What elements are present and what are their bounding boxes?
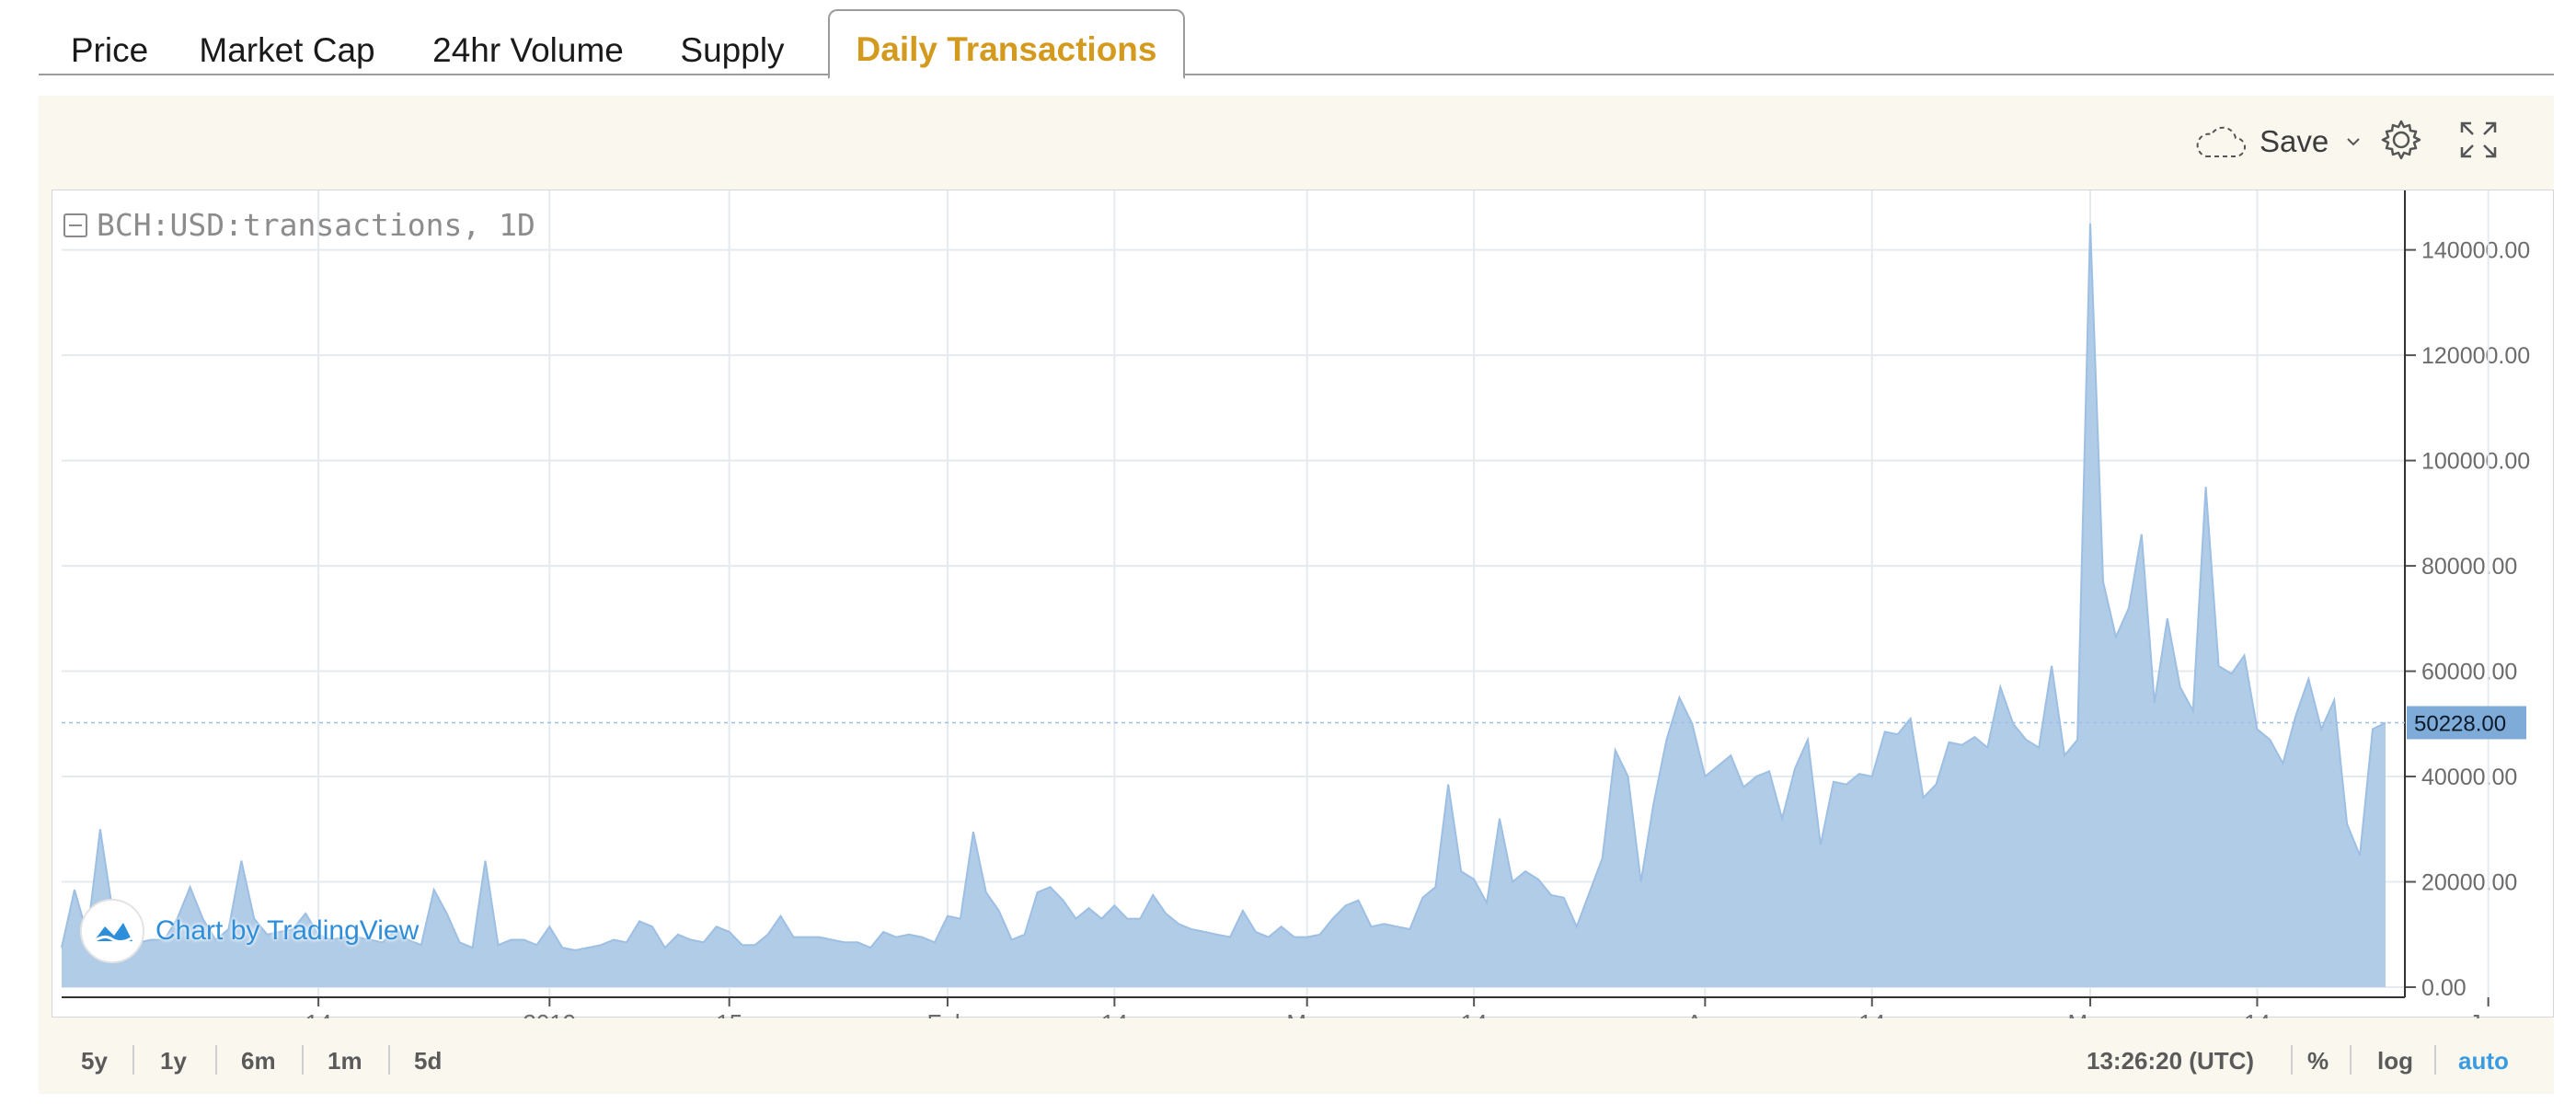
x-tick-label: Feb: [927, 1009, 969, 1018]
chart-footer: 5y 1y 6m 1m 5d 13:26:20 (UTC) % log auto: [39, 1036, 2554, 1087]
transactions-area: [62, 224, 2386, 987]
x-tick-label: May: [2067, 1009, 2112, 1018]
cloud-icon: [2196, 126, 2246, 157]
x-tick-label: Jun: [2469, 1009, 2508, 1018]
x-tick-label: 2019: [523, 1009, 576, 1018]
footer-separator: [2434, 1045, 2436, 1075]
range-5y-button[interactable]: 5y: [81, 1047, 108, 1075]
tab-supply[interactable]: Supply: [680, 31, 785, 69]
auto-toggle[interactable]: auto: [2458, 1047, 2509, 1075]
range-1m-button[interactable]: 1m: [328, 1047, 362, 1075]
x-tick-label: Apr: [1686, 1009, 1724, 1018]
gear-icon[interactable]: [2375, 114, 2427, 166]
tradingview-watermark[interactable]: Chart by TradingView: [80, 899, 419, 963]
x-tick-label: 14: [1858, 1009, 1885, 1018]
chart-svg: 0.00 20000.00 40000.00 60000.00 80000.00 1000…: [61, 190, 2530, 1018]
y-tick-label: 60000.00: [2421, 660, 2517, 685]
y-tick-label: 40000.00: [2421, 765, 2517, 790]
range-separator: [132, 1045, 134, 1075]
x-tick-label: 15: [716, 1009, 742, 1018]
footer-separator: [2291, 1045, 2293, 1075]
range-separator: [302, 1045, 304, 1075]
tab-daily-transactions[interactable]: Daily Transactions: [828, 9, 1185, 79]
range-5d-button[interactable]: 5d: [414, 1047, 443, 1075]
x-tick-label: 14: [1101, 1009, 1128, 1018]
range-6m-button[interactable]: 6m: [241, 1047, 276, 1075]
series-legend: BCH:USD:transactions, 1D: [63, 207, 535, 243]
range-separator: [388, 1045, 390, 1075]
footer-separator: [2350, 1045, 2352, 1075]
chart-panel: Save 0.00 20000.00 40000.00 60000.00 80000.0…: [39, 96, 2554, 1094]
tab-bar-divider: [39, 74, 2554, 75]
y-tick-label: 0.00: [2421, 975, 2467, 1001]
chart-toolbar: Save: [39, 96, 2554, 184]
x-tick-label: 14: [1461, 1009, 1488, 1018]
chart-area[interactable]: 0.00 20000.00 40000.00 60000.00 80000.00 1000…: [52, 190, 2554, 1018]
utc-time[interactable]: 13:26:20 (UTC): [2087, 1047, 2255, 1075]
transactions-line: [61, 223, 2386, 951]
watermark-text: Chart by TradingView: [155, 915, 420, 946]
range-separator: [215, 1045, 217, 1075]
save-button[interactable]: Save: [2193, 116, 2367, 167]
y-tick-label: 20000.00: [2421, 870, 2517, 896]
y-tick-label: 80000.00: [2421, 554, 2517, 580]
series-label: BCH:USD:transactions, 1D: [97, 207, 535, 243]
y-tick-label: 100000.00: [2421, 449, 2530, 475]
chevron-down-icon[interactable]: [2340, 128, 2367, 155]
tab-price[interactable]: Price: [70, 31, 149, 69]
fullscreen-icon[interactable]: [2453, 114, 2504, 166]
y-tick-label: 120000.00: [2421, 343, 2530, 369]
last-value-badge: [2407, 706, 2526, 740]
tab-24hr-volume[interactable]: 24hr Volume: [432, 31, 624, 69]
log-toggle[interactable]: log: [2377, 1047, 2413, 1075]
last-value-label: 50228.00: [2414, 711, 2506, 736]
y-tick-label: 140000.00: [2421, 238, 2530, 264]
save-label: Save: [2260, 124, 2329, 158]
tab-bar: Price Market Cap 24hr Volume Supply Dail…: [39, 7, 2554, 79]
x-tick-label: Mar: [1286, 1009, 1328, 1018]
percent-toggle[interactable]: %: [2307, 1047, 2329, 1075]
tradingview-logo-icon: [80, 899, 144, 963]
x-tick-label: 14: [305, 1009, 332, 1018]
range-1y-button[interactable]: 1y: [160, 1047, 187, 1075]
tab-market-cap[interactable]: Market Cap: [199, 31, 375, 69]
x-tick-label: 14: [2244, 1009, 2271, 1018]
collapse-icon[interactable]: [63, 213, 87, 237]
